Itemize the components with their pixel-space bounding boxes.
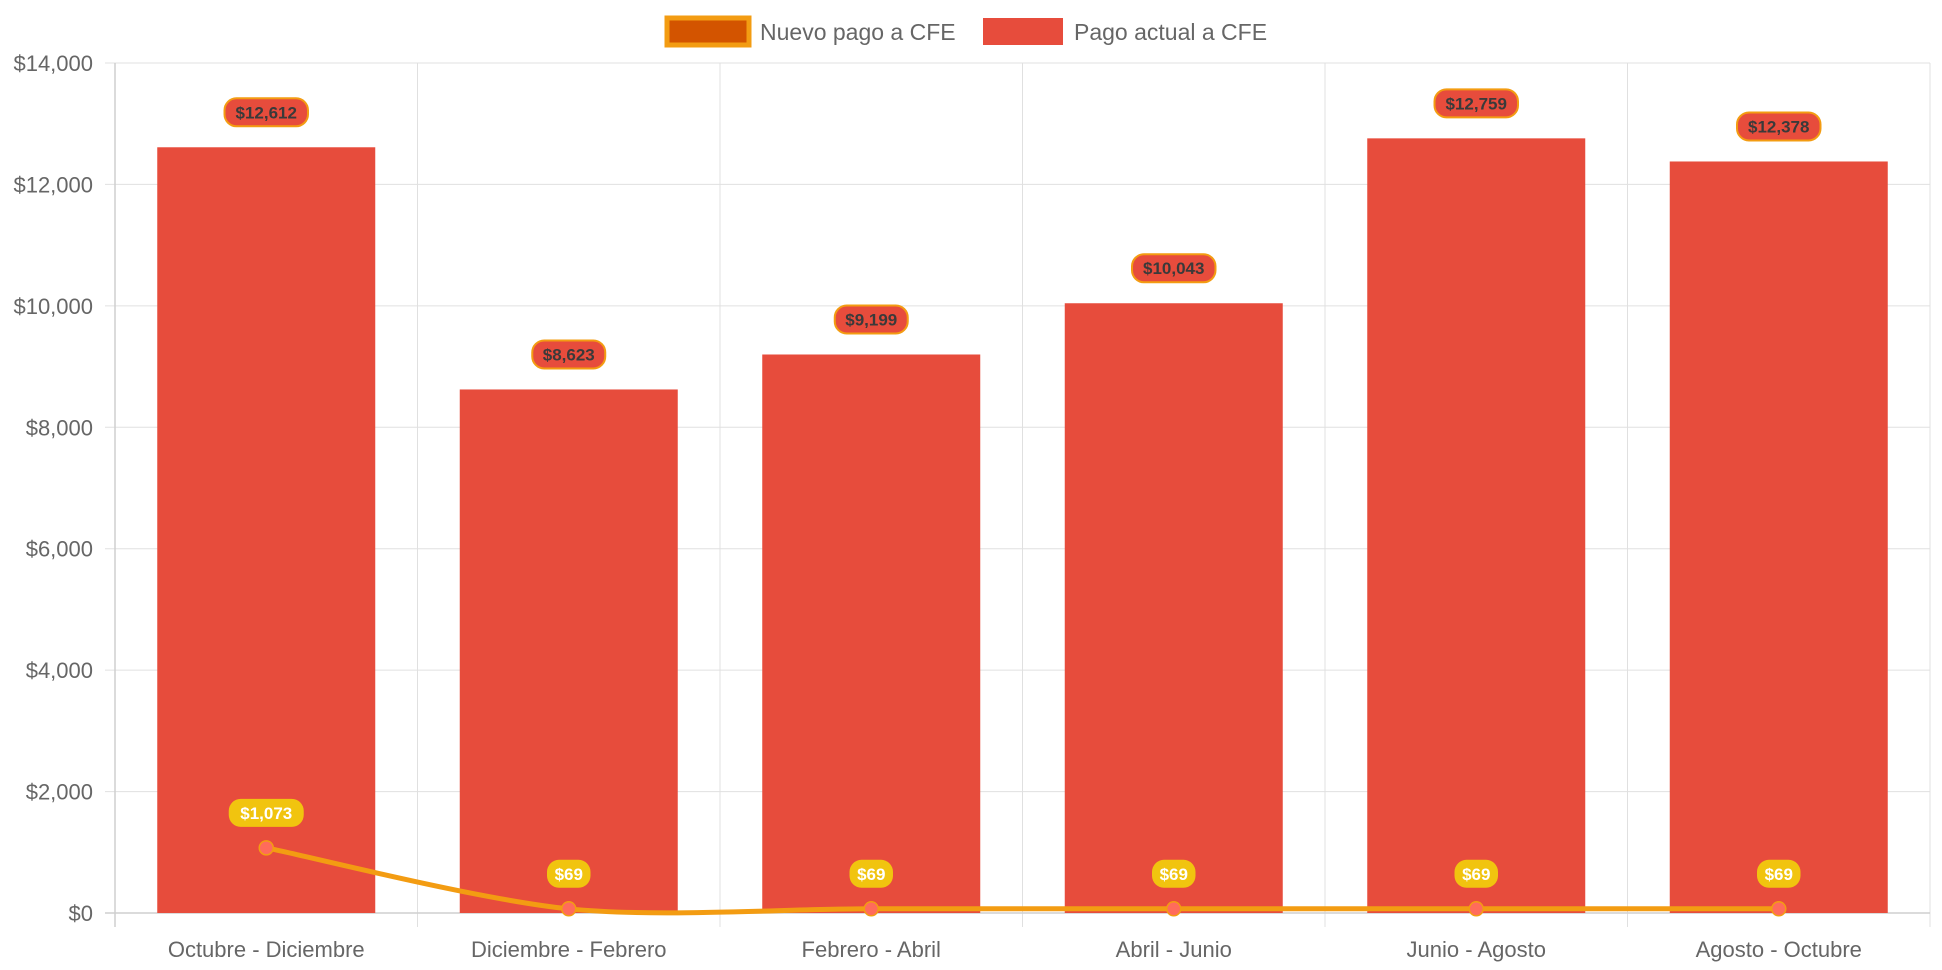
legend-label-pago-actual[interactable]: Pago actual a CFE [1074, 19, 1267, 45]
line-data-label-box [1152, 859, 1196, 888]
line-point [258, 840, 274, 856]
line-data-label: $1,073 [240, 804, 292, 823]
bar-data-label: $8,623 [543, 345, 595, 364]
line-point [1166, 901, 1182, 917]
bar [1367, 138, 1586, 913]
bar-data-label: $12,759 [1446, 94, 1507, 113]
x-tick-label: Abril - Junio [1116, 937, 1232, 962]
bar-data-label: $10,043 [1143, 259, 1204, 278]
bar-data-label: $9,199 [845, 310, 897, 329]
bar [762, 354, 981, 914]
legend-label-nuevo-pago[interactable]: Nuevo pago a CFE [760, 19, 956, 45]
y-tick-label: $12,000 [13, 172, 93, 197]
y-tick-label: $6,000 [26, 537, 93, 562]
bar-data-label-box [1433, 88, 1519, 119]
bar-data-label-box [223, 97, 309, 128]
bar-data-label-box [1736, 111, 1822, 142]
x-tick-label: Febrero - Abril [802, 937, 941, 962]
line-path [263, 845, 1782, 916]
x-tick-label: Agosto - Octubre [1696, 937, 1862, 962]
bar [1669, 161, 1888, 913]
bar-data-label: $12,612 [236, 103, 297, 122]
line-point [863, 901, 879, 917]
x-tick-label: Junio - Agosto [1407, 937, 1546, 962]
y-tick-label: $8,000 [26, 415, 93, 440]
line-data-label: $69 [857, 865, 885, 884]
line-data-label-box [228, 798, 304, 827]
y-tick-label: $2,000 [26, 780, 93, 805]
bar-data-label-box [1131, 253, 1217, 284]
line-point [561, 901, 577, 917]
x-tick-label: Diciembre - Febrero [471, 937, 667, 962]
bar-data-label: $12,378 [1748, 117, 1809, 136]
bar [459, 389, 678, 914]
y-tick-label: $10,000 [13, 294, 93, 319]
bar-data-label-box [833, 304, 909, 335]
bar [1064, 303, 1283, 913]
bar [157, 147, 376, 913]
x-axis-ticks: Octubre - Diciembre Diciembre - Febrero Fe… [168, 937, 1862, 962]
line-data-label: $69 [1765, 865, 1793, 884]
y-axis-ticks: $14,000 $12,000 $10,000 $8,000 $6,000 $4,000 $… [13, 51, 93, 926]
legend-swatch-nuevo-pago[interactable] [664, 15, 752, 48]
bars [157, 138, 1888, 914]
y-tick-label: $4,000 [26, 658, 93, 683]
line-point [1771, 901, 1787, 917]
line-data-label: $69 [1160, 865, 1188, 884]
line-series [258, 840, 1787, 917]
legend-swatch-pago-actual[interactable] [983, 18, 1063, 45]
line-point [1468, 901, 1484, 917]
line-data-label-box [849, 859, 893, 888]
legend: Nuevo pago a CFE Pago actual a CFE [664, 15, 1267, 48]
line-data-label: $69 [555, 865, 583, 884]
line-data-label-box [547, 859, 591, 888]
line-data-label-box [1454, 859, 1498, 888]
line-data-label: $69 [1462, 865, 1490, 884]
data-labels: $12,612 $8,623 $9,199 $10,043 $12,759 $12,378… [223, 88, 1822, 888]
bar-data-label-box [531, 339, 607, 370]
line-data-label-box [1757, 859, 1801, 888]
y-tick-label: $0 [69, 901, 93, 926]
x-tick-label: Octubre - Diciembre [168, 937, 365, 962]
grid [105, 62, 1931, 927]
y-tick-label: $14,000 [13, 51, 93, 76]
